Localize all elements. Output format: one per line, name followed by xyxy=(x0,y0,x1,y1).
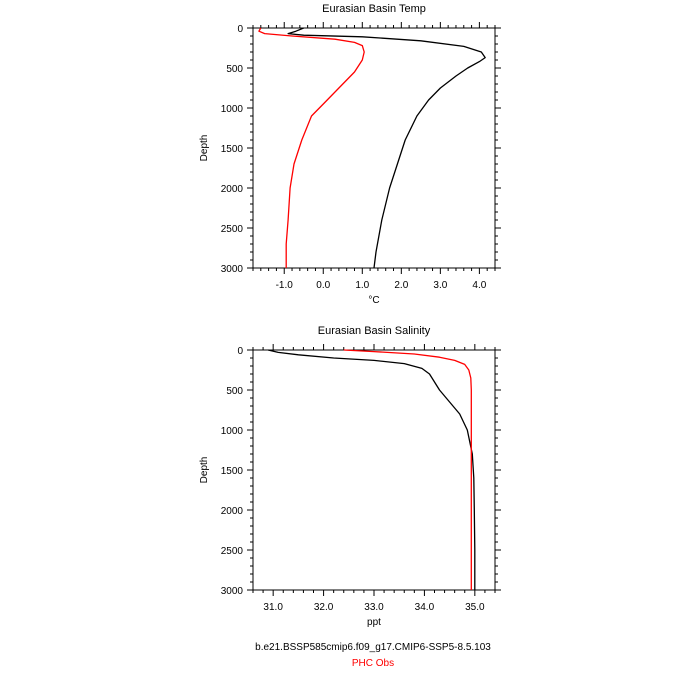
temp-obs-line xyxy=(258,27,365,268)
temp-y-tick-label: 1500 xyxy=(221,144,244,155)
salinity-y-tick-label: 2500 xyxy=(221,546,244,557)
salinity-x-tick-label: 33.0 xyxy=(364,602,384,613)
temp-chart-title: Eurasian Basin Temp xyxy=(322,3,426,15)
temp-x-tick-label: 3.0 xyxy=(433,280,447,291)
temp-y-tick-label: 1000 xyxy=(221,104,244,115)
legend-obs-label: PHC Obs xyxy=(352,658,394,669)
temp-x-axis-label: °C xyxy=(368,295,379,306)
temperature-profile-chart: Eurasian Basin Temp 0 500 1000 1500 2000 2500 3… xyxy=(199,3,501,306)
salinity-x-tick-label: 34.0 xyxy=(415,602,435,613)
temp-x-tick-label: 2.0 xyxy=(394,280,408,291)
salinity-y-tick-label: 3000 xyxy=(221,586,244,597)
temp-y-tick-label: 0 xyxy=(237,24,243,35)
salinity-x-tick-label: 31.0 xyxy=(263,602,283,613)
salinity-obs-line xyxy=(343,349,472,590)
salinity-x-tick-label: 32.0 xyxy=(314,602,334,613)
salinity-x-axis-label: ppt xyxy=(367,617,381,628)
temp-y-axis-label: Depth xyxy=(199,135,210,162)
salinity-y-tick-label: 500 xyxy=(226,386,243,397)
salinity-y-tick-label: 1000 xyxy=(221,426,244,437)
salinity-y-tick-label: 2000 xyxy=(221,506,244,517)
temp-model-line xyxy=(287,27,486,269)
legend-model-label: b.e21.BSSP585cmip6.f09_g17.CMIP6-SSP5-8.… xyxy=(255,642,491,653)
salinity-profile-chart: Eurasian Basin Salinity 0 500 1000 1500 2000 2… xyxy=(199,325,501,628)
temp-x-tick-label: 0.0 xyxy=(316,280,330,291)
temp-y-tick-label: 2000 xyxy=(221,184,244,195)
temp-y-tick-label: 3000 xyxy=(221,264,244,275)
salinity-x-tick-label: 35.0 xyxy=(465,602,485,613)
salinity-y-tick-label: 0 xyxy=(237,346,243,357)
salinity-y-axis-label: Depth xyxy=(199,457,210,484)
temp-x-tick-label: 1.0 xyxy=(355,280,369,291)
temp-x-tick-label: 4.0 xyxy=(472,280,486,291)
temp-y-tick-label: 2500 xyxy=(221,224,244,235)
salinity-y-tick-label: 1500 xyxy=(221,466,244,477)
temp-x-tick-label: -1.0 xyxy=(276,280,294,291)
salinity-chart-title: Eurasian Basin Salinity xyxy=(318,325,431,337)
salinity-model-line xyxy=(267,349,476,590)
temp-y-tick-label: 500 xyxy=(226,64,243,75)
